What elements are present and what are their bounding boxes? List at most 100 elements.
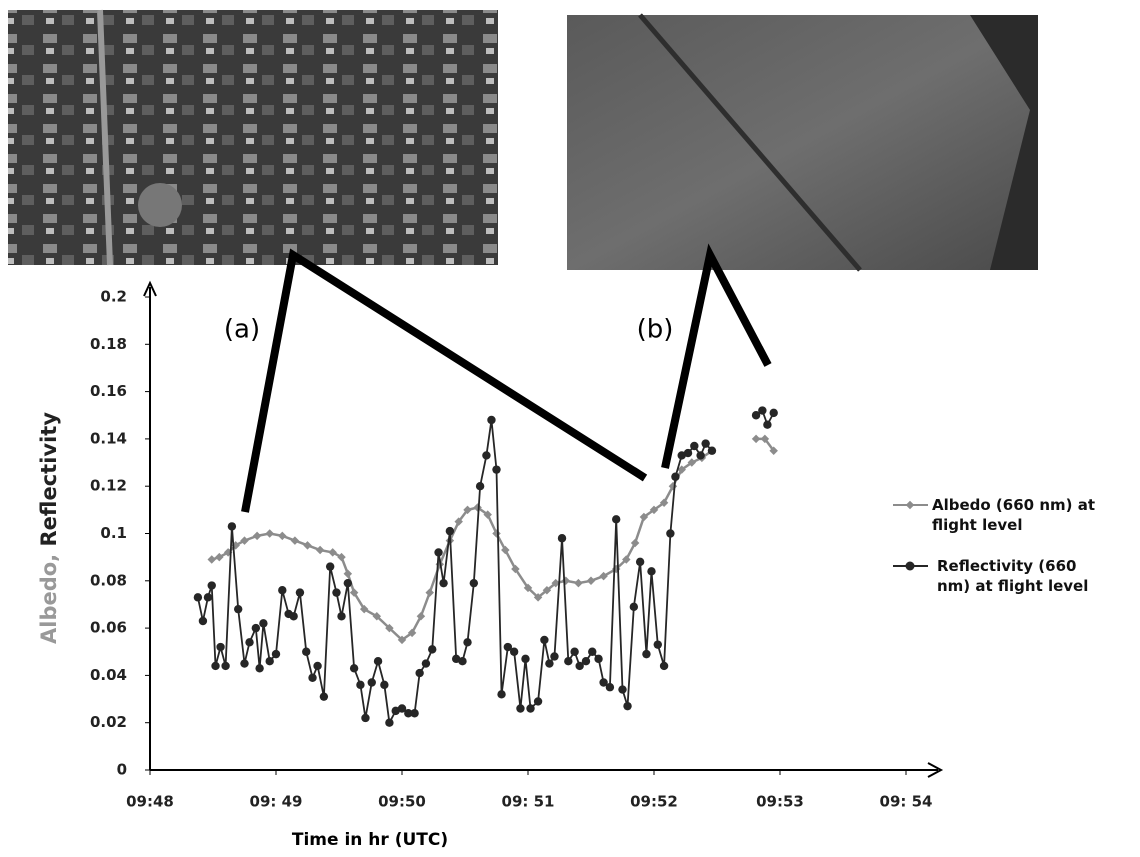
albedo-marker [207, 555, 215, 563]
reflectivity-marker [623, 702, 631, 710]
reflectivity-marker [337, 612, 345, 620]
reflectivity-marker [458, 657, 466, 665]
reflectivity-marker [361, 714, 369, 722]
reflectivity-marker [463, 638, 471, 646]
reflectivity-marker [415, 669, 423, 677]
reflectivity-marker [308, 674, 316, 682]
reflectivity-marker [272, 650, 280, 658]
reflectivity-marker [487, 416, 495, 424]
reflectivity-marker [708, 447, 716, 455]
reflectivity-marker [684, 449, 692, 457]
y-title-part: Reflectivity [37, 412, 61, 547]
reflectivity-marker [240, 659, 248, 667]
reflectivity-marker [550, 652, 558, 660]
x-tick-label: 09:52 [630, 793, 678, 811]
reflectivity-marker [278, 586, 286, 594]
x-tick-label: 09: 54 [880, 793, 933, 811]
albedo-marker [265, 529, 273, 537]
reflectivity-marker [380, 681, 388, 689]
albedo-marker [291, 536, 299, 544]
reflectivity-marker [470, 579, 478, 587]
reflectivity-marker [208, 581, 216, 589]
reflectivity-marker [211, 662, 219, 670]
reflectivity-marker [564, 657, 572, 665]
reflectivity-marker [216, 643, 224, 651]
x-tick-label: 09:48 [126, 793, 174, 811]
reflectivity-marker [526, 704, 534, 712]
albedo-marker [344, 569, 352, 577]
reflectivity-marker [690, 442, 698, 450]
y-title-part: Albedo, [37, 554, 61, 644]
reflectivity-marker [259, 619, 267, 627]
x-tick-label: 09: 51 [502, 793, 555, 811]
reflectivity-marker [612, 515, 620, 523]
reflectivity-marker [497, 690, 505, 698]
reflectivity-marker [368, 678, 376, 686]
reflectivity-marker [245, 638, 253, 646]
reflectivity-marker [234, 605, 242, 613]
reflectivity-marker [410, 709, 418, 717]
reflectivity-marker [763, 421, 771, 429]
reflectivity-marker [594, 655, 602, 663]
reflectivity-marker [344, 579, 352, 587]
reflectivity-marker [516, 704, 524, 712]
y-tick-label: 0.12 [90, 477, 127, 495]
x-axis-title: Time in hr (UTC) [292, 830, 448, 850]
y-tick-label: 0.08 [90, 571, 127, 589]
reflectivity-marker [654, 640, 662, 648]
y-tick-label: 0.06 [90, 619, 127, 637]
reflectivity-marker [320, 692, 328, 700]
reflectivity-marker [228, 522, 236, 530]
reflectivity-marker [326, 562, 334, 570]
annotation: (b) [637, 315, 674, 345]
legend-marker [906, 501, 914, 509]
reflectivity-marker [606, 683, 614, 691]
x-tick-label: 09: 49 [250, 793, 303, 811]
reflectivity-marker [482, 451, 490, 459]
reflectivity-marker [582, 657, 590, 665]
y-tick-label: 0.16 [90, 382, 127, 400]
reflectivity-marker [647, 567, 655, 575]
pointer-a [245, 255, 645, 512]
reflectivity-marker [476, 482, 484, 490]
y-tick-label: 0.1 [100, 524, 127, 542]
y-tick-label: 0.14 [90, 429, 127, 447]
reflectivity-marker [199, 617, 207, 625]
albedo-marker [587, 577, 595, 585]
aerial-image-b [567, 15, 1038, 270]
reflectivity-marker [521, 655, 529, 663]
reflectivity-marker [255, 664, 263, 672]
legend-label: Reflectivity (660 nm) at flight level [937, 556, 1112, 596]
reflectivity-marker [540, 636, 548, 644]
reflectivity-marker [558, 534, 566, 542]
reflectivity-marker [296, 588, 304, 596]
reflectivity-marker [636, 558, 644, 566]
y-tick-label: 0.04 [90, 666, 127, 684]
reflectivity-marker [758, 406, 766, 414]
y-tick-label: 0.02 [90, 713, 127, 731]
albedo-marker [278, 532, 286, 540]
reflectivity-marker [660, 662, 668, 670]
reflectivity-marker [422, 659, 430, 667]
reflectivity-marker [385, 719, 393, 727]
legend-label: Albedo (660 nm) at flight level [932, 495, 1132, 535]
reflectivity-marker [428, 645, 436, 653]
reflectivity-marker [434, 548, 442, 556]
reflectivity-marker [446, 527, 454, 535]
reflectivity-marker [701, 439, 709, 447]
reflectivity-marker [666, 529, 674, 537]
reflectivity-marker [588, 648, 596, 656]
annotation: (a) [224, 315, 260, 345]
reflectivity-marker [570, 648, 578, 656]
reflectivity-marker [618, 685, 626, 693]
reflectivity-marker [374, 657, 382, 665]
reflectivity-marker [356, 681, 364, 689]
x-tick-label: 09:50 [378, 793, 426, 811]
y-tick-label: 0.18 [90, 335, 127, 353]
reflectivity-marker [696, 451, 704, 459]
albedo-marker [574, 579, 582, 587]
reflectivity-marker [194, 593, 202, 601]
reflectivity-marker [534, 697, 542, 705]
reflectivity-marker [492, 465, 500, 473]
albedo-marker [562, 577, 570, 585]
